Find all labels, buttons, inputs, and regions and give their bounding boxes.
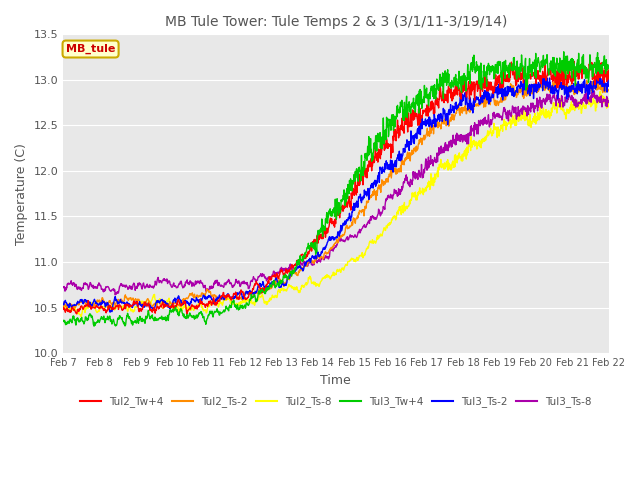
Tul3_Ts-2 xyxy=(60,302,67,308)
Tul3_Ts-2 xyxy=(102,304,109,310)
Tul3_Ts-8 xyxy=(102,288,109,293)
Tul2_Ts-2 xyxy=(551,76,559,82)
Tul3_Ts-8 xyxy=(605,98,612,104)
Tul3_Ts-8 xyxy=(124,287,132,292)
Tul3_Ts-8 xyxy=(302,263,310,268)
Tul2_Ts-2 xyxy=(124,296,131,302)
Legend: Tul2_Tw+4, Tul2_Ts-2, Tul2_Ts-8, Tul3_Tw+4, Tul3_Ts-2, Tul3_Ts-8: Tul2_Tw+4, Tul2_Ts-2, Tul2_Ts-8, Tul3_Tw… xyxy=(76,392,596,412)
Tul2_Tw+4 xyxy=(605,67,612,73)
Line: Tul3_Tw+4: Tul3_Tw+4 xyxy=(63,52,609,326)
Tul2_Tw+4 xyxy=(73,311,81,317)
Tul2_Ts-2 xyxy=(159,305,167,311)
Tul2_Ts-8 xyxy=(370,239,378,244)
Tul2_Tw+4 xyxy=(124,302,132,308)
Tul3_Tw+4 xyxy=(302,249,310,254)
Tul2_Ts-8 xyxy=(60,304,67,310)
Tul2_Ts-8 xyxy=(302,280,310,286)
Tul3_Tw+4 xyxy=(90,324,98,329)
Tul2_Tw+4 xyxy=(312,239,320,245)
Tul2_Tw+4 xyxy=(570,59,578,64)
Line: Tul2_Ts-8: Tul2_Ts-8 xyxy=(63,91,609,317)
Line: Tul2_Tw+4: Tul2_Tw+4 xyxy=(63,61,609,314)
Tul3_Ts-2 xyxy=(605,84,612,89)
Tul2_Ts-8 xyxy=(605,99,612,105)
Tul3_Ts-2 xyxy=(370,179,378,185)
Tul3_Ts-8 xyxy=(291,266,299,272)
X-axis label: Time: Time xyxy=(321,373,351,386)
Tul2_Ts-8 xyxy=(291,284,299,290)
Tul3_Ts-2 xyxy=(593,74,601,80)
Tul2_Ts-2 xyxy=(605,87,612,93)
Tul2_Ts-2 xyxy=(60,300,67,306)
Tul3_Tw+4 xyxy=(291,265,299,271)
Tul3_Ts-8 xyxy=(60,285,67,290)
Tul3_Ts-8 xyxy=(370,216,378,222)
Tul2_Ts-2 xyxy=(302,263,310,269)
Line: Tul2_Ts-2: Tul2_Ts-2 xyxy=(63,79,609,308)
Tul3_Ts-8 xyxy=(588,86,596,92)
Tul2_Ts-2 xyxy=(370,192,378,198)
Tul3_Tw+4 xyxy=(124,312,132,317)
Line: Tul3_Ts-2: Tul3_Ts-2 xyxy=(63,77,609,312)
Tul2_Tw+4 xyxy=(291,262,299,268)
Tul2_Ts-8 xyxy=(124,308,132,314)
Tul3_Tw+4 xyxy=(312,246,320,252)
Tul2_Ts-2 xyxy=(291,269,299,275)
Tul2_Tw+4 xyxy=(302,252,310,258)
Tul2_Ts-8 xyxy=(596,88,604,94)
Tul3_Ts-2 xyxy=(106,309,114,315)
Text: MB_tule: MB_tule xyxy=(66,44,115,54)
Tul2_Ts-8 xyxy=(77,314,85,320)
Tul2_Tw+4 xyxy=(60,306,67,312)
Tul2_Ts-2 xyxy=(312,256,320,262)
Line: Tul3_Ts-8: Tul3_Ts-8 xyxy=(63,89,609,295)
Tul3_Tw+4 xyxy=(102,316,109,322)
Title: MB Tule Tower: Tule Temps 2 & 3 (3/1/11-3/19/14): MB Tule Tower: Tule Temps 2 & 3 (3/1/11-… xyxy=(164,15,507,29)
Tul3_Tw+4 xyxy=(605,64,612,70)
Y-axis label: Temperature (C): Temperature (C) xyxy=(15,143,28,245)
Tul3_Ts-2 xyxy=(124,303,132,309)
Tul2_Ts-8 xyxy=(102,303,109,309)
Tul2_Tw+4 xyxy=(102,308,109,314)
Tul3_Ts-2 xyxy=(312,255,320,261)
Tul3_Tw+4 xyxy=(370,142,378,148)
Tul3_Ts-2 xyxy=(302,260,310,265)
Tul2_Tw+4 xyxy=(370,160,378,166)
Tul3_Ts-2 xyxy=(291,269,299,275)
Tul3_Ts-8 xyxy=(111,292,119,298)
Tul3_Tw+4 xyxy=(560,49,568,55)
Tul2_Ts-2 xyxy=(102,301,109,307)
Tul2_Ts-8 xyxy=(312,283,320,289)
Tul3_Ts-8 xyxy=(312,255,320,261)
Tul3_Tw+4 xyxy=(60,318,67,324)
